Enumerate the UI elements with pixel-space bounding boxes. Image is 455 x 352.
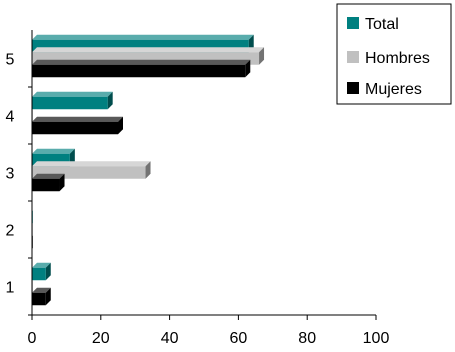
bar-mujeres-1-side xyxy=(45,287,51,306)
x-tick-label-80: 80 xyxy=(298,330,316,347)
bar-total-1 xyxy=(32,267,46,281)
bar-mujeres-3-top xyxy=(32,173,65,179)
bar-mujeres-4-side xyxy=(118,116,123,135)
category-label-4: 4 xyxy=(6,109,15,126)
x-tick-label-0: 0 xyxy=(28,330,37,347)
legend-label-mujeres: Mujeres xyxy=(365,81,422,98)
bar-total-4-side xyxy=(107,91,113,110)
bar-total-1-side xyxy=(45,262,51,281)
bars-layer xyxy=(32,34,265,306)
bar-total-1-top xyxy=(32,262,51,268)
category-label-5: 5 xyxy=(6,52,15,69)
bar-total-3-top xyxy=(32,148,75,154)
bar-hombres-3-side xyxy=(145,161,151,179)
bar-hombres-5-top xyxy=(32,47,265,53)
bar-mujeres-1 xyxy=(32,292,46,306)
bar-total-4-top xyxy=(32,91,113,97)
category-label-3: 3 xyxy=(6,166,15,183)
x-tick-label-20: 20 xyxy=(92,330,110,347)
category-label-1: 1 xyxy=(6,280,15,297)
bar-total-4 xyxy=(32,96,108,110)
bar-total-5-top xyxy=(32,34,254,40)
ticks-layer: 1 2 3 4 5 0 20 40 60 80 100 xyxy=(6,52,390,348)
bar-mujeres-5 xyxy=(32,64,246,78)
axes-layer xyxy=(28,30,377,320)
legend: Total Hombres Mujeres xyxy=(336,3,452,105)
bar-mujeres-4 xyxy=(32,121,118,135)
legend-label-total: Total xyxy=(365,16,399,33)
x-tick-label-60: 60 xyxy=(230,330,248,347)
legend-swatch-hombres xyxy=(347,51,359,63)
bar-mujeres-5-side xyxy=(245,59,251,78)
legend-swatch-mujeres xyxy=(347,82,359,94)
x-tick-label-100: 100 xyxy=(363,330,390,347)
bar-mujeres-1-top xyxy=(32,287,51,293)
legend-swatch-total xyxy=(347,17,359,29)
bar-hombres-5-side xyxy=(259,47,265,65)
bar-mujeres-4-top xyxy=(32,116,123,122)
bar-hombres-3-top xyxy=(32,161,151,167)
bar-mujeres-3-side xyxy=(59,173,65,192)
x-tick-label-40: 40 xyxy=(161,330,179,347)
legend-label-hombres: Hombres xyxy=(365,50,430,67)
bar-mujeres-5-top xyxy=(32,59,251,65)
bar-mujeres-3 xyxy=(32,178,60,192)
category-label-2: 2 xyxy=(6,223,15,240)
